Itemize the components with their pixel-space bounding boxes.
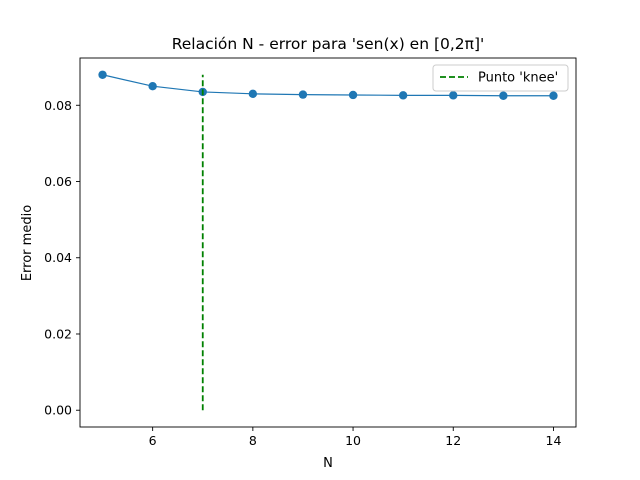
x-tick-label: 12 [445,433,461,448]
x-tick-label: 6 [149,433,157,448]
data-point [298,90,308,99]
legend-frame [432,64,569,92]
plot-area: 6 8 10 12 14 0.00 0.02 0.04 0.06 0.08 [44,57,577,448]
x-tick-label: 10 [345,433,361,448]
y-tick-label: 0.04 [44,250,72,265]
data-point [348,90,358,100]
data-point [148,82,157,91]
x-axis-title: N [323,456,333,471]
y-tick-label: 0.02 [44,326,72,341]
data-point [549,91,558,100]
x-tick-label: 14 [546,433,562,448]
axes-frame [79,57,577,428]
data-point [98,70,107,79]
y-tick-label: 0.08 [44,98,72,113]
y-axis-title: Error medio [20,205,35,281]
data-point [449,91,458,100]
legend: Punto 'knee' [432,64,569,92]
data-point [398,91,408,100]
series-line [102,74,554,97]
x-tick-label: 8 [249,433,257,448]
data-point [248,89,258,99]
data-point [499,91,508,100]
y-tick-label: 0.00 [44,403,72,418]
legend-label: Punto 'knee' [478,71,558,86]
y-tick-label: 0.06 [44,174,72,189]
chart-title: Relación N - error para 'sen(x) en [0,2π… [172,35,485,53]
